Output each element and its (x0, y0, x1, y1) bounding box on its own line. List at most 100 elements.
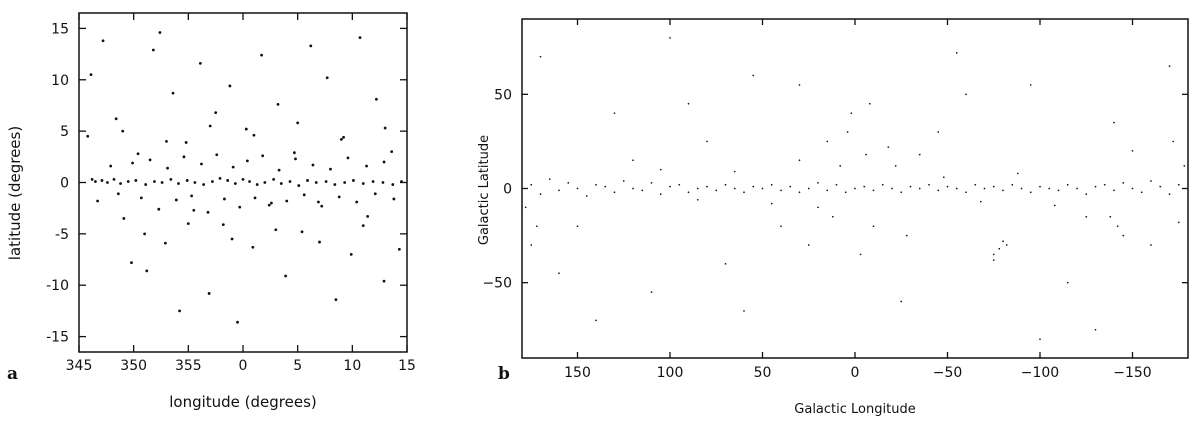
data-point (535, 225, 538, 228)
data-point (1066, 183, 1069, 186)
data-point (850, 112, 853, 115)
data-point (1039, 185, 1041, 188)
data-point (309, 44, 313, 48)
data-point (632, 187, 634, 190)
data-point (1177, 221, 1180, 224)
data-point (817, 206, 819, 209)
data-point (613, 191, 616, 194)
data-point (979, 200, 982, 203)
panel-b-y-axis-label: Galactic Latitude (477, 135, 492, 245)
data-point (1002, 189, 1004, 192)
data-point (390, 150, 394, 154)
data-point (284, 274, 288, 278)
data-point (798, 191, 801, 194)
data-point (585, 195, 588, 197)
data-point (918, 153, 921, 156)
data-point (798, 159, 801, 162)
data-point (158, 31, 162, 34)
data-point (253, 196, 257, 200)
panel-a-y-ticks: -15 -10 -5 0 5 10 15 (46, 21, 407, 346)
data-point (622, 180, 625, 182)
data-point (715, 189, 718, 192)
data-point (300, 230, 304, 234)
data-point (641, 189, 644, 192)
data-point (248, 180, 251, 183)
data-point (863, 185, 866, 188)
data-point (576, 187, 579, 190)
x-tick-label: 355 (175, 358, 202, 374)
data-point (905, 234, 908, 237)
data-point (659, 168, 662, 171)
data-point (233, 182, 237, 185)
data-point (337, 195, 341, 199)
data-point (1140, 191, 1143, 194)
data-point (236, 320, 239, 324)
data-point (937, 189, 940, 192)
data-point (687, 102, 690, 105)
data-point (530, 244, 533, 246)
data-point (965, 191, 967, 194)
y-tick-label: -10 (46, 278, 69, 294)
data-point (397, 247, 401, 251)
data-point (311, 163, 315, 167)
data-point (632, 159, 634, 162)
data-point (366, 215, 370, 218)
data-point (285, 199, 289, 203)
data-point (1131, 149, 1134, 152)
data-point (1029, 84, 1032, 86)
data-point (1177, 183, 1180, 186)
data-point (992, 185, 995, 188)
data-point (221, 223, 225, 227)
data-point (1011, 183, 1014, 186)
data-point (992, 259, 995, 261)
data-point (900, 191, 903, 194)
data-point (334, 298, 338, 302)
data-point (136, 152, 140, 156)
data-point (207, 292, 211, 295)
data-point (352, 179, 355, 182)
data-point (1085, 215, 1088, 218)
data-point (185, 179, 189, 182)
data-point (361, 182, 365, 185)
data-point (881, 183, 884, 186)
data-point (139, 196, 143, 200)
data-point (270, 201, 273, 205)
data-point (245, 159, 249, 163)
data-point (160, 181, 164, 184)
data-point (669, 185, 671, 188)
data-point (770, 183, 773, 186)
data-point (696, 187, 699, 190)
data-point (392, 197, 396, 201)
data-point (1122, 234, 1125, 237)
data-point (94, 180, 97, 183)
data-point (548, 178, 551, 180)
y-tick-label: −50 (482, 276, 512, 292)
data-point (780, 225, 782, 228)
x-tick-label: −150 (1113, 365, 1151, 381)
data-point (106, 181, 109, 184)
data-point (358, 36, 362, 40)
data-point (297, 184, 301, 187)
x-tick-label: 0 (239, 358, 248, 374)
data-point (134, 179, 138, 182)
data-point (272, 178, 276, 181)
data-point (743, 310, 745, 312)
data-point (169, 178, 173, 181)
data-point (190, 194, 194, 198)
data-point (329, 167, 332, 171)
data-point (119, 182, 122, 185)
data-point (144, 183, 148, 186)
data-point (530, 183, 533, 186)
panel-b-y-ticks: −50 0 50 (482, 87, 1188, 292)
data-point (887, 146, 890, 148)
data-point (854, 187, 856, 190)
y-tick-label: 10 (51, 73, 69, 89)
data-point (230, 237, 234, 241)
data-point (780, 189, 782, 192)
data-point (318, 240, 321, 244)
data-point (163, 241, 167, 245)
x-tick-label: 150 (564, 365, 591, 381)
data-point (374, 97, 378, 101)
data-point (202, 183, 206, 186)
x-tick-label: 10 (343, 358, 361, 374)
